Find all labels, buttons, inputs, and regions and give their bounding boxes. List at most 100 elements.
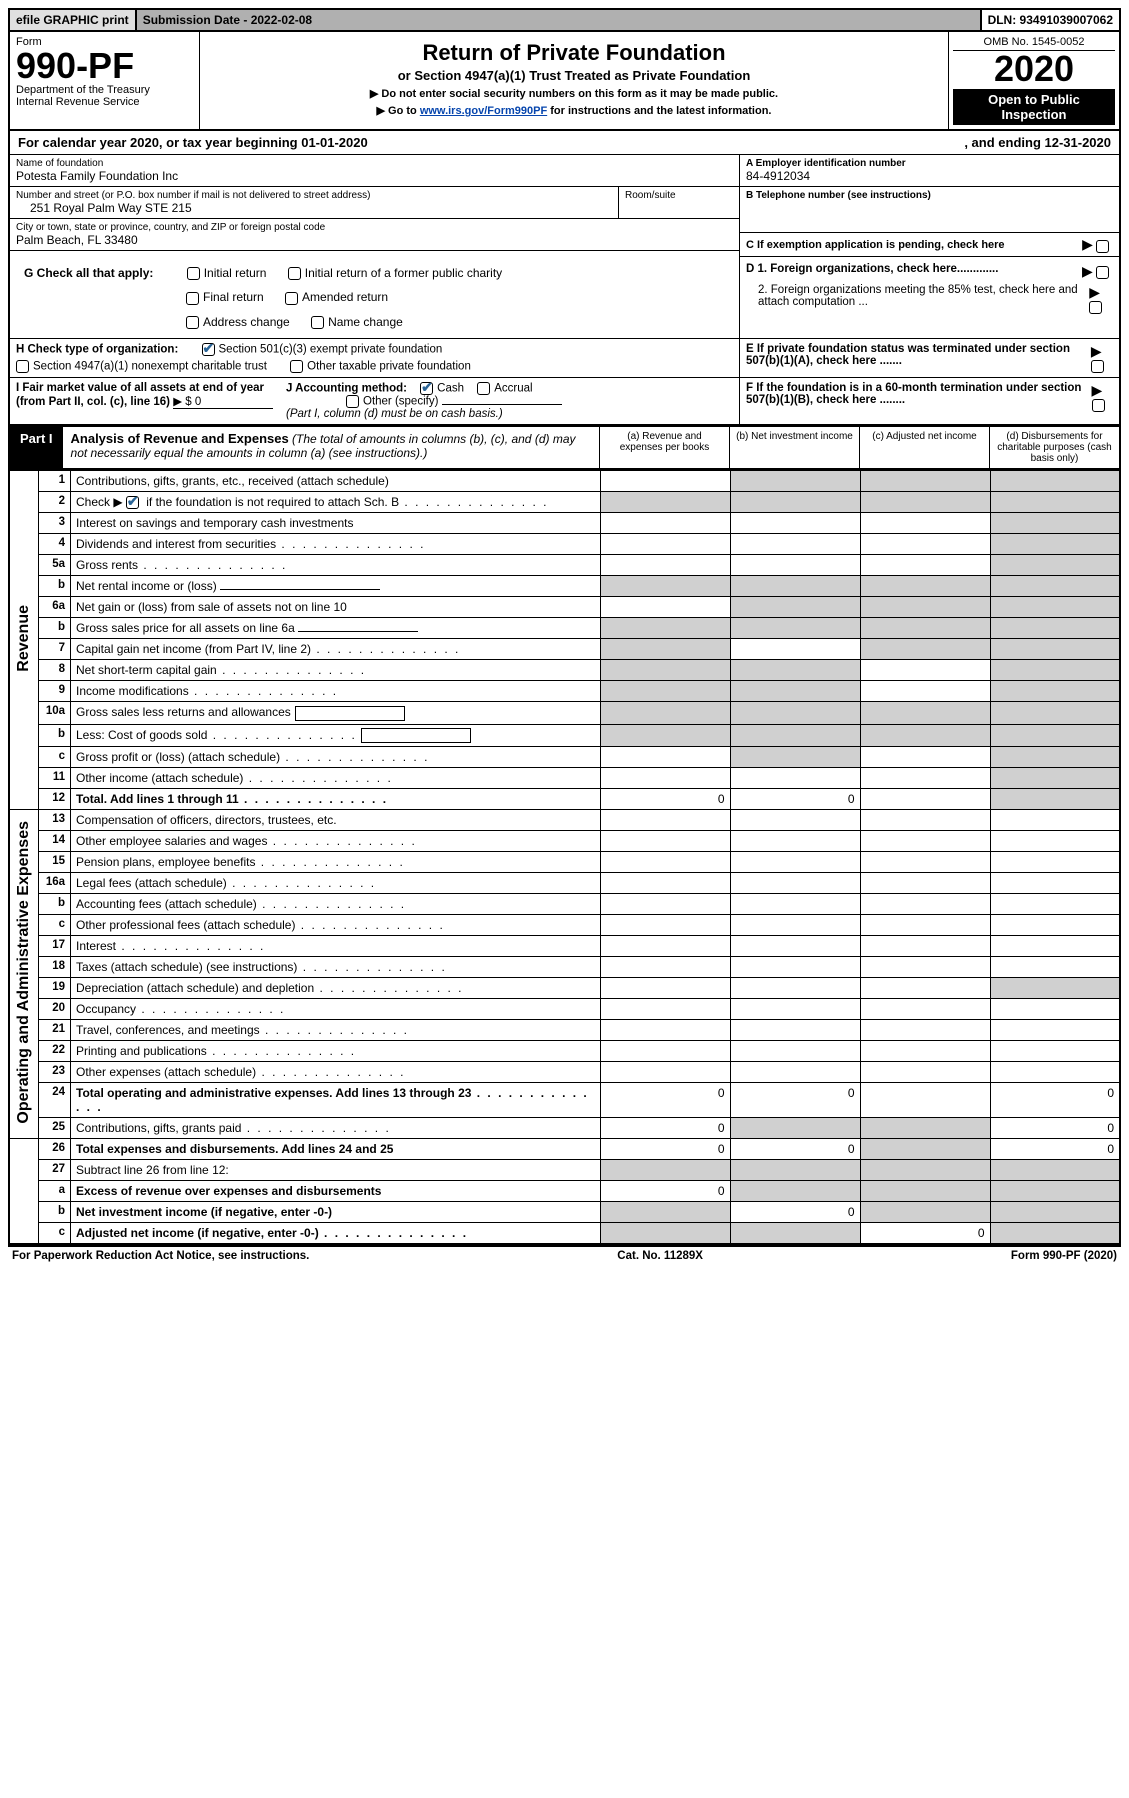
g-address-checkbox[interactable] xyxy=(186,316,199,329)
i-value: ▶ $ 0 xyxy=(173,394,273,409)
row15-desc: Pension plans, employee benefits xyxy=(71,851,601,872)
g-final-checkbox[interactable] xyxy=(186,292,199,305)
f-checkbox[interactable] xyxy=(1092,399,1105,412)
ein-label: A Employer identification number xyxy=(746,158,1113,169)
row27-desc: Subtract line 26 from line 12: xyxy=(71,1159,601,1180)
row17-desc: Interest xyxy=(71,935,601,956)
col-d-header: (d) Disbursements for charitable purpose… xyxy=(989,427,1119,468)
form-note2: ▶ Go to www.irs.gov/Form990PF for instru… xyxy=(206,104,942,117)
footer-left: For Paperwork Reduction Act Notice, see … xyxy=(12,1250,309,1262)
row24-d: 0 xyxy=(990,1082,1120,1117)
g-initial-former-checkbox[interactable] xyxy=(288,267,301,280)
h-row: H Check type of organization: Section 50… xyxy=(8,339,1121,378)
row12-a: 0 xyxy=(600,788,730,809)
part1-header: Part I Analysis of Revenue and Expenses … xyxy=(8,426,1121,470)
e-checkbox[interactable] xyxy=(1091,360,1104,373)
city-label: City or town, state or province, country… xyxy=(16,222,733,233)
row26-b: 0 xyxy=(730,1138,860,1159)
row4-desc: Dividends and interest from securities xyxy=(71,534,601,555)
row25-desc: Contributions, gifts, grants paid xyxy=(71,1117,601,1138)
row27b-b: 0 xyxy=(730,1201,860,1222)
d2-checkbox[interactable] xyxy=(1089,301,1102,314)
foundation-name-label: Name of foundation xyxy=(16,158,733,169)
expenses-vertical: Operating and Administrative Expenses xyxy=(9,809,39,1138)
open-public: Open to Public Inspection xyxy=(953,89,1115,125)
part1-desc: Analysis of Revenue and Expenses (The to… xyxy=(63,427,599,468)
row9-desc: Income modifications xyxy=(71,681,601,702)
row20-desc: Occupancy xyxy=(71,998,601,1019)
g-opt-name: Name change xyxy=(328,315,403,329)
row6b-desc: Gross sales price for all assets on line… xyxy=(71,618,601,639)
h-opt-501c3: Section 501(c)(3) exempt private foundat… xyxy=(219,344,443,356)
cal-year-begin: For calendar year 2020, or tax year begi… xyxy=(18,135,368,150)
j-opt-cash: Cash xyxy=(437,383,464,395)
row16a-desc: Legal fees (attach schedule) xyxy=(71,872,601,893)
g-opt-amended: Amended return xyxy=(302,290,388,304)
c-exemption-label: C If exemption application is pending, c… xyxy=(746,239,1005,251)
part1-title: Analysis of Revenue and Expenses xyxy=(71,431,289,446)
col-b-header: (b) Net investment income xyxy=(729,427,859,468)
ein: 84-4912034 xyxy=(746,169,1113,183)
ij-row: I Fair market value of all assets at end… xyxy=(8,378,1121,426)
d1-checkbox[interactable] xyxy=(1096,266,1109,279)
row27c-c: 0 xyxy=(860,1222,990,1244)
address-label: Number and street (or P.O. box number if… xyxy=(16,190,612,201)
row6a-desc: Net gain or (loss) from sale of assets n… xyxy=(71,597,601,618)
row12-b: 0 xyxy=(730,788,860,809)
g-initial-checkbox[interactable] xyxy=(187,267,200,280)
row23-desc: Other expenses (attach schedule) xyxy=(71,1061,601,1082)
foundation-name: Potesta Family Foundation Inc xyxy=(16,169,733,183)
row16b-desc: Accounting fees (attach schedule) xyxy=(71,893,601,914)
row10c-desc: Gross profit or (loss) (attach schedule) xyxy=(71,746,601,767)
row5a-desc: Gross rents xyxy=(71,555,601,576)
d2-label: 2. Foreign organizations meeting the 85%… xyxy=(746,284,1089,314)
j-accrual-checkbox[interactable] xyxy=(477,382,490,395)
dln: DLN: 93491039007062 xyxy=(982,10,1119,30)
form-title: Return of Private Foundation xyxy=(206,40,942,66)
g-row: G Check all that apply: Initial return I… xyxy=(8,257,1121,339)
row21-desc: Travel, conferences, and meetings xyxy=(71,1019,601,1040)
row19-desc: Depreciation (attach schedule) and deple… xyxy=(71,977,601,998)
row27a-a: 0 xyxy=(600,1180,730,1201)
j-other-label: Other (specify) xyxy=(363,396,438,408)
form-subtitle: or Section 4947(a)(1) Trust Treated as P… xyxy=(206,68,942,83)
j-opt-accrual: Accrual xyxy=(494,383,532,395)
room-label: Room/suite xyxy=(625,190,733,201)
row26-desc: Total expenses and disbursements. Add li… xyxy=(71,1138,601,1159)
note2-post: for instructions and the latest informat… xyxy=(547,105,771,117)
e-label: E If private foundation status was termi… xyxy=(746,343,1091,367)
form-header: Form 990-PF Department of the Treasury I… xyxy=(8,32,1121,131)
row3-desc: Interest on savings and temporary cash i… xyxy=(71,513,601,534)
row10b-desc: Less: Cost of goods sold xyxy=(71,724,601,746)
row18-desc: Taxes (attach schedule) (see instruction… xyxy=(71,956,601,977)
form-id-block: Form 990-PF Department of the Treasury I… xyxy=(10,32,200,129)
g-opt-address: Address change xyxy=(203,315,290,329)
g-label: G Check all that apply: xyxy=(24,266,153,280)
h-501c3-checkbox[interactable] xyxy=(202,343,215,356)
row10a-desc: Gross sales less returns and allowances xyxy=(71,702,601,724)
j-cash-checkbox[interactable] xyxy=(420,382,433,395)
g-opt-initial: Initial return xyxy=(204,266,267,280)
f-label: F If the foundation is in a 60-month ter… xyxy=(746,382,1092,406)
j-note: (Part I, column (d) must be on cash basi… xyxy=(286,408,733,420)
irs-link[interactable]: www.irs.gov/Form990PF xyxy=(420,105,547,117)
h-other-checkbox[interactable] xyxy=(290,360,303,373)
h-4947-checkbox[interactable] xyxy=(16,360,29,373)
header-right-block: OMB No. 1545-0052 2020 Open to Public In… xyxy=(949,32,1119,129)
irs: Internal Revenue Service xyxy=(16,96,193,108)
dept-treasury: Department of the Treasury xyxy=(16,84,193,96)
row2-checkbox[interactable] xyxy=(126,496,139,509)
row1-desc: Contributions, gifts, grants, etc., rece… xyxy=(71,470,601,491)
efile-print[interactable]: efile GRAPHIC print xyxy=(10,10,137,30)
g-opt-initial-former: Initial return of a former public charit… xyxy=(305,266,502,280)
cal-year-end: , and ending 12-31-2020 xyxy=(964,135,1111,150)
row24-desc: Total operating and administrative expen… xyxy=(71,1082,601,1117)
j-other-checkbox[interactable] xyxy=(346,395,359,408)
j-label: J Accounting method: xyxy=(286,383,407,395)
g-opt-final: Final return xyxy=(203,290,264,304)
header-title-block: Return of Private Foundation or Section … xyxy=(200,32,949,129)
g-name-checkbox[interactable] xyxy=(311,316,324,329)
g-amended-checkbox[interactable] xyxy=(285,292,298,305)
c-checkbox[interactable] xyxy=(1096,240,1109,253)
city: Palm Beach, FL 33480 xyxy=(16,233,733,247)
